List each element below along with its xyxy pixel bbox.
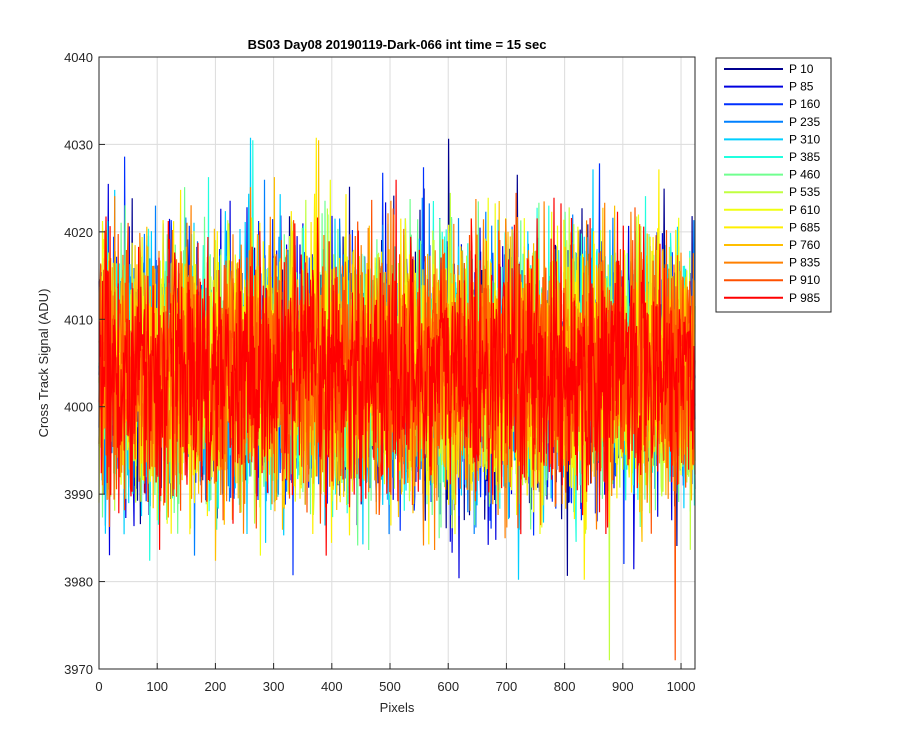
x-tick-label: 100 bbox=[146, 679, 168, 694]
legend-label: P 160 bbox=[789, 97, 820, 111]
legend-label: P 985 bbox=[789, 291, 820, 305]
x-axis-label: Pixels bbox=[380, 700, 415, 715]
y-tick-label: 3980 bbox=[64, 575, 93, 590]
y-tick-label: 4000 bbox=[64, 400, 93, 415]
series-layer bbox=[98, 137, 696, 661]
x-tick-label: 0 bbox=[95, 679, 102, 694]
y-tick-label: 4040 bbox=[64, 50, 93, 65]
x-tick-label: 200 bbox=[205, 679, 227, 694]
x-tick-label: 700 bbox=[496, 679, 518, 694]
x-tick-label: 300 bbox=[263, 679, 285, 694]
legend-label: P 685 bbox=[789, 220, 820, 234]
legend-label: P 760 bbox=[789, 238, 820, 252]
y-tick-label: 3970 bbox=[64, 662, 93, 677]
legend-label: P 385 bbox=[789, 150, 820, 164]
axis-ticks: 0 100 200 300 400 500 600 700 800 900 1000 3970 3980… bbox=[64, 50, 695, 694]
legend: P 10 P 85 P 160 P 235 P 310 P 385 P 460 P 535 P … bbox=[715, 57, 832, 313]
y-tick-label: 3990 bbox=[64, 487, 93, 502]
x-tick-label: 400 bbox=[321, 679, 343, 694]
x-tick-label: 600 bbox=[437, 679, 459, 694]
legend-box bbox=[715, 57, 832, 313]
plot-area-frame bbox=[98, 56, 696, 670]
y-tick-label: 4010 bbox=[64, 312, 93, 327]
chart-title: BS03 Day08 20190119-Dark-066 int time = … bbox=[248, 37, 547, 52]
x-tick-label: 500 bbox=[379, 679, 401, 694]
legend-label: P 610 bbox=[789, 203, 820, 217]
legend-label: P 310 bbox=[789, 132, 820, 146]
legend-label: P 535 bbox=[789, 185, 820, 199]
y-tick-label: 4030 bbox=[64, 137, 93, 152]
legend-label: P 235 bbox=[789, 115, 820, 129]
legend-label: P 835 bbox=[789, 256, 820, 270]
x-tick-label: 1000 bbox=[667, 679, 696, 694]
series-line bbox=[98, 179, 696, 556]
y-tick-label: 4020 bbox=[64, 225, 93, 240]
legend-label: P 85 bbox=[789, 80, 814, 94]
x-tick-label: 900 bbox=[612, 679, 634, 694]
legend-label: P 910 bbox=[789, 273, 820, 287]
x-tick-label: 800 bbox=[554, 679, 576, 694]
legend-label: P 10 bbox=[789, 62, 814, 76]
legend-label: P 460 bbox=[789, 168, 820, 182]
y-axis-label: Cross Track Signal (ADU) bbox=[36, 289, 51, 438]
